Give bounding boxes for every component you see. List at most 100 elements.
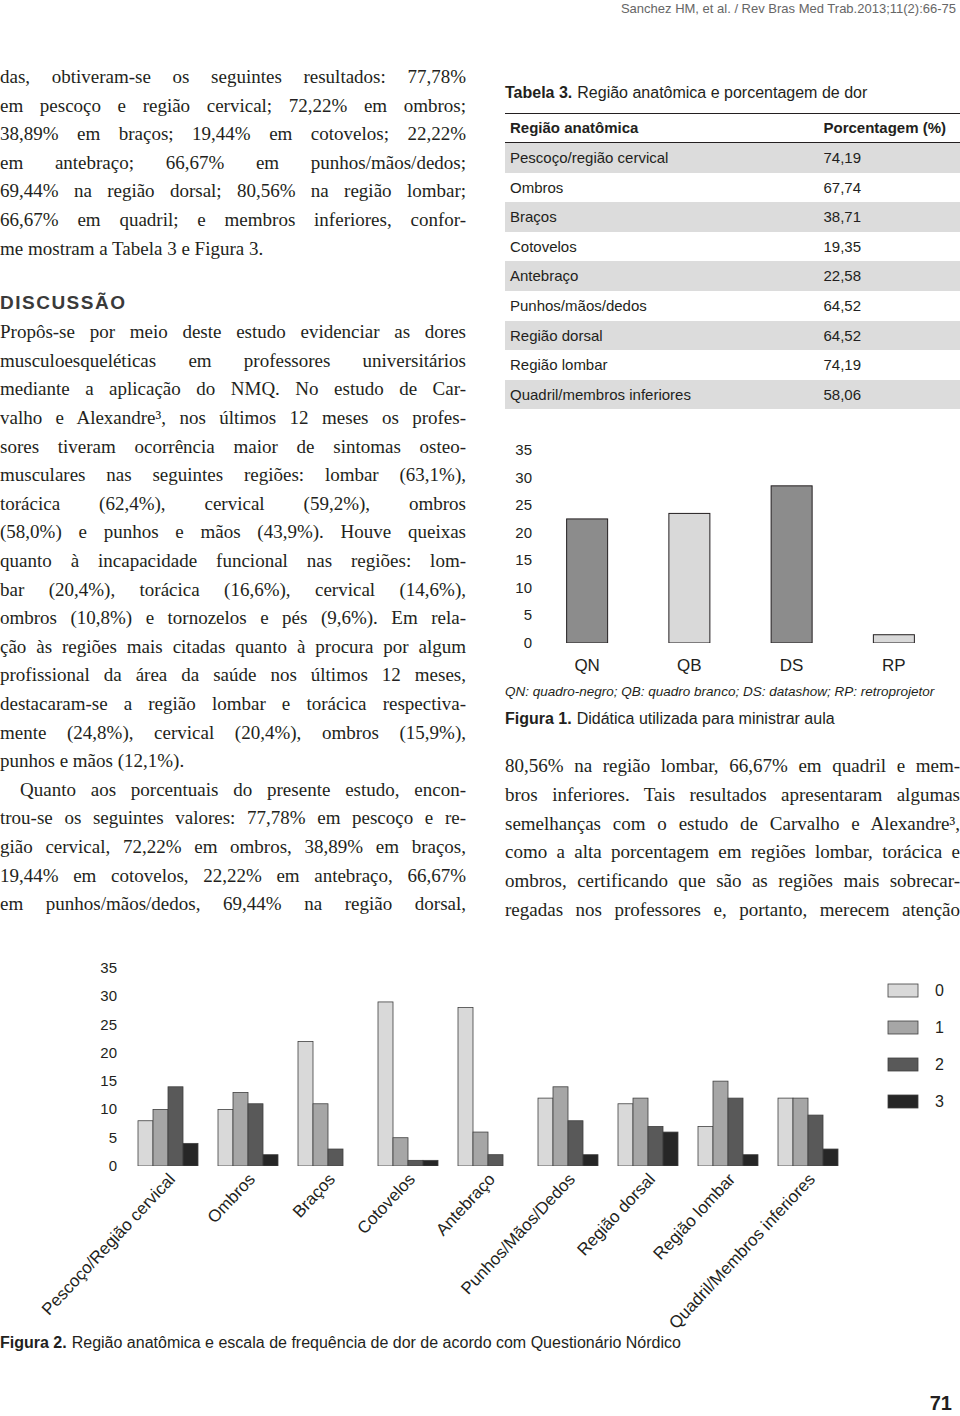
text-line: valho e Alexandre³, nos últimos 12 meses… — [0, 404, 466, 433]
chart-1: 05101520253035QNQBDSRPQN: quadro-negro; … — [505, 441, 935, 727]
bar — [808, 1115, 823, 1166]
table-title: Região anatômica e porcentagem de dor — [577, 84, 867, 101]
table-cell: 38,71 — [823, 208, 861, 225]
legend-swatch — [888, 1021, 918, 1034]
y-tick-label: 5 — [524, 606, 532, 623]
x-tick-label: QB — [677, 656, 702, 675]
text-line: (58,0%) e punhos e mãos (43,9%). Houve q… — [0, 518, 466, 547]
bar — [618, 1104, 633, 1166]
bar — [743, 1155, 758, 1166]
x-tick-label: QN — [574, 656, 600, 675]
table-row: Região lombar74,19 — [505, 350, 960, 380]
text-line: 66,67% em quadril; e membros inferiores,… — [0, 206, 466, 235]
text-line: 80,56% na região lombar, 66,67% em quadr… — [505, 752, 960, 781]
x-tick-label: Região dorsal — [573, 1170, 658, 1260]
figure-label: Figura 1. — [505, 710, 572, 727]
y-tick-label: 15 — [100, 1072, 117, 1089]
text-line: destacaram-se a região lombar e torácica… — [0, 690, 466, 719]
table-cell: 19,35 — [823, 238, 861, 255]
table-caption: Tabela 3. Região anatômica e porcentagem … — [505, 84, 867, 102]
bar — [168, 1087, 183, 1166]
figure-title: Região anatômica e escala de frequência … — [72, 1334, 681, 1351]
text-line: Quanto aos porcentuais do presente estud… — [0, 776, 466, 805]
table-cell: 64,52 — [823, 297, 861, 314]
y-tick-label: 25 — [100, 1016, 117, 1033]
bar — [583, 1155, 598, 1166]
y-tick-label: 25 — [515, 496, 532, 513]
text-line: torácica (62,4%), cervical (59,2%), ombr… — [0, 490, 466, 519]
table-row: Ombros67,74 — [505, 173, 960, 203]
y-tick-label: 35 — [515, 441, 532, 458]
chart-2: 05101520253035Pescoço/Região cervicalOmb… — [0, 959, 944, 1351]
table-row: Braços38,71 — [505, 202, 960, 232]
y-tick-label: 5 — [109, 1129, 117, 1146]
text-line: em pescoço e região cervical; 72,22% em … — [0, 92, 466, 121]
table-row: Pescoço/região cervical 74,19 — [505, 143, 960, 173]
text-line: 19,44% em cotovelos, 22,22% em antebraço… — [0, 862, 466, 891]
bar — [328, 1149, 343, 1166]
text-line: musculoesqueléticas em professores unive… — [0, 347, 466, 376]
text-line: me mostram a Tabela 3 e Figura 3. — [0, 235, 466, 264]
bar — [423, 1160, 438, 1166]
bar — [473, 1132, 488, 1166]
table-row: Punhos/mãos/dedos 64,52 — [505, 291, 960, 321]
text-line: ção às regiões mais citadas quanto à pro… — [0, 633, 466, 662]
bar — [408, 1160, 423, 1166]
text-line: Propôs-se por meio deste estudo evidenci… — [0, 318, 466, 347]
bar — [568, 1121, 583, 1166]
text-line: gião cervical, 72,22% em ombros, 38,89% … — [0, 833, 466, 862]
y-tick-label: 15 — [515, 551, 532, 568]
y-tick-label: 20 — [515, 524, 532, 541]
text-line: semelhanças com o estudo de Carvalho e A… — [505, 810, 960, 839]
bar — [553, 1087, 568, 1166]
bar — [663, 1132, 678, 1166]
x-tick-label: RP — [882, 656, 906, 675]
text-line: mente (24,8%), cervical (20,4%), ombros … — [0, 719, 466, 748]
y-tick-label: 35 — [100, 959, 117, 976]
bar — [263, 1155, 278, 1166]
x-tick-label: Braços — [289, 1170, 339, 1222]
table-row: Região dorsal64,52 — [505, 321, 960, 351]
table-cell: Punhos/mãos/dedos — [510, 297, 647, 314]
text-line: sores tiveram ocorrência maior de sintom… — [0, 433, 466, 462]
legend-label: 0 — [935, 982, 944, 999]
text-line: punhos e mãos (12,1%). — [0, 747, 466, 776]
x-tick-label: Ombros — [204, 1170, 259, 1227]
table-cell: Ombros — [510, 179, 563, 196]
figure-key: QN: quadro-negro; QB: quadro branco; DS:… — [505, 684, 935, 699]
section-heading: DISCUSSÃO — [0, 289, 126, 317]
text-line: em antebraço; 66,67% em punhos/mãos/dedo… — [0, 149, 466, 178]
legend-swatch — [888, 984, 918, 997]
bar — [669, 513, 710, 643]
bar — [793, 1098, 808, 1166]
table-cell: 74,19 — [823, 149, 861, 166]
table-cell: Pescoço/região cervical — [510, 149, 668, 166]
legend-label: 1 — [935, 1019, 944, 1036]
text-line: musculares nas seguintes regiões: lombar… — [0, 461, 466, 490]
bar — [313, 1104, 328, 1166]
page-number: 71 — [930, 1392, 952, 1415]
y-tick-label: 30 — [100, 987, 117, 1004]
table-cell: Cotovelos — [510, 238, 577, 255]
bar — [771, 486, 812, 643]
bar — [343, 1166, 358, 1167]
legend-swatch — [888, 1058, 918, 1071]
figure-caption: Figura 1.Didática utilizada para ministr… — [505, 710, 835, 727]
x-tick-label: Cotovelos — [353, 1170, 418, 1238]
bar — [873, 635, 914, 643]
table-header-cell: Porcentagem (%) — [823, 119, 946, 136]
bar — [633, 1098, 648, 1166]
table-header-row: Região anatômicaPorcentagem (%) — [505, 114, 960, 143]
text-line: ombros (10,8%) e tornozelos e pés (9,6%)… — [0, 604, 466, 633]
table-cell: 58,06 — [823, 386, 861, 403]
text-line: como a alta porcentagem em regiões lomba… — [505, 838, 960, 867]
bar — [778, 1098, 793, 1166]
text-line: bros inferiores. Tais resultados apresen… — [505, 781, 960, 810]
text-line: trou-se os seguintes valores: 77,78% em … — [0, 804, 466, 833]
legend-swatch — [888, 1095, 918, 1108]
table-label: Tabela 3. — [505, 84, 572, 101]
table-cell: Região lombar — [510, 356, 608, 373]
x-tick-label: Punhos/Mãos/Dedos — [457, 1170, 579, 1298]
x-tick-label: Quadril/Membros inferiores — [665, 1170, 819, 1333]
figure-label: Figura 2. — [0, 1334, 67, 1351]
